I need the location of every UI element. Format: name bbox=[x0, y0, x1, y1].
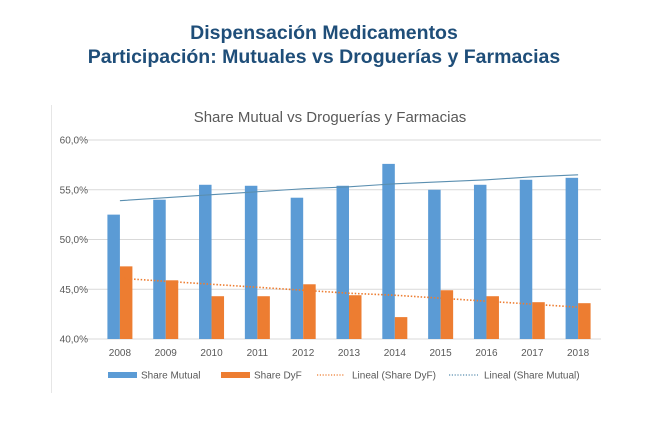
x-tick-label: 2018 bbox=[567, 348, 590, 359]
x-tick-label: 2008 bbox=[109, 348, 132, 359]
x-tick-label: 2010 bbox=[200, 348, 223, 359]
bar-share-dyf bbox=[211, 296, 225, 339]
legend-label-trend-mutual: Lineal (Share Mutual) bbox=[484, 371, 580, 382]
y-tick-label: 55,0% bbox=[60, 185, 88, 196]
bar-share-dyf bbox=[578, 303, 591, 339]
bar-share-mutual bbox=[244, 185, 258, 339]
x-tick-label: 2013 bbox=[338, 348, 361, 359]
bar-share-mutual bbox=[290, 197, 304, 339]
bar-share-mutual bbox=[428, 189, 441, 339]
bar-share-dyf bbox=[440, 290, 454, 339]
x-axis-ticks: 2008 2009 2010 2011 2012 2013 2014 2015 2016 2017… bbox=[109, 348, 590, 359]
y-tick-label: 40,0% bbox=[60, 335, 88, 346]
chart-border bbox=[51, 105, 52, 393]
legend-swatch-share-dyf bbox=[221, 372, 250, 378]
bar-share-dyf bbox=[394, 317, 408, 339]
x-tick-label: 2016 bbox=[475, 348, 498, 359]
bar-share-dyf bbox=[532, 302, 545, 339]
bar-share-mutual bbox=[107, 214, 120, 339]
legend: Share Mutual Share DyF Lineal (Share DyF) L… bbox=[108, 371, 580, 382]
bar-share-dyf bbox=[119, 266, 133, 339]
bar-share-mutual bbox=[473, 184, 487, 339]
bar-share-dyf bbox=[303, 284, 316, 339]
legend-label-trend-dyf: Lineal (Share DyF) bbox=[352, 371, 436, 382]
bar-share-dyf bbox=[349, 295, 362, 339]
bar-share-mutual bbox=[519, 179, 533, 339]
main-title-line2: Participación: Mutuales vs Droguerías y … bbox=[87, 46, 561, 68]
y-axis-ticks: 40,0% 45,0% 50,0% 55,0% 60,0% bbox=[60, 136, 88, 346]
bar-share-mutual bbox=[199, 184, 212, 339]
chart-title: Share Mutual vs Droguerías y Farmacias bbox=[194, 109, 467, 126]
bar-share-dyf bbox=[165, 280, 179, 339]
legend-label-share-mutual: Share Mutual bbox=[141, 371, 200, 382]
trendline-share-mutual bbox=[119, 174, 579, 202]
y-tick-label: 50,0% bbox=[60, 235, 88, 246]
x-tick-label: 2012 bbox=[292, 348, 315, 359]
x-tick-label: 2011 bbox=[247, 348, 269, 359]
bar-share-mutual bbox=[153, 199, 166, 339]
bar-share-mutual bbox=[336, 185, 349, 339]
x-tick-label: 2009 bbox=[155, 348, 178, 359]
x-tick-label: 2014 bbox=[384, 348, 407, 359]
trendlines bbox=[119, 174, 579, 308]
bar-share-mutual bbox=[565, 177, 579, 339]
x-tick-label: 2017 bbox=[521, 348, 544, 359]
legend-label-share-dyf: Share DyF bbox=[254, 371, 302, 382]
y-tick-label: 45,0% bbox=[60, 285, 88, 296]
bar-share-dyf bbox=[486, 296, 499, 339]
main-title-line1: Dispensación Medicamentos bbox=[190, 22, 458, 44]
x-tick-label: 2015 bbox=[430, 348, 453, 359]
bar-share-dyf bbox=[257, 296, 270, 339]
trendline-share-dyf bbox=[120, 277, 579, 308]
y-tick-label: 60,0% bbox=[60, 136, 88, 147]
legend-swatch-share-mutual bbox=[108, 372, 137, 378]
bar-share-mutual bbox=[382, 163, 395, 339]
